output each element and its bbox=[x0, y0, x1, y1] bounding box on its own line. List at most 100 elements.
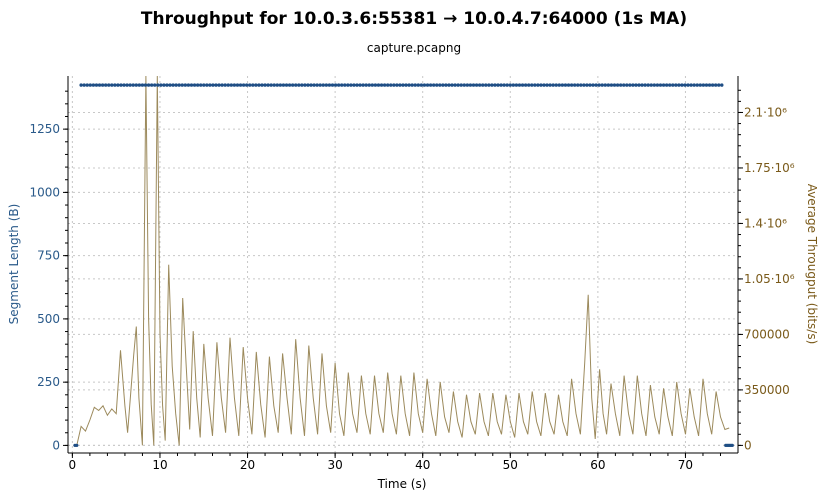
segment-point bbox=[336, 83, 341, 87]
segment-point bbox=[248, 83, 252, 87]
segment-point bbox=[180, 83, 184, 87]
segment-point bbox=[576, 83, 580, 87]
segment-point bbox=[557, 83, 562, 87]
segment-point bbox=[318, 83, 322, 87]
segment-point bbox=[146, 83, 151, 87]
segment-point bbox=[655, 83, 660, 87]
y-left-axis-label: Segment Length (B) bbox=[7, 204, 21, 325]
y-left-tick-label: 1000 bbox=[29, 185, 60, 199]
segment-point bbox=[186, 83, 191, 87]
segment-point bbox=[125, 83, 129, 87]
segment-point bbox=[707, 83, 712, 87]
segment-point bbox=[652, 83, 657, 87]
segment-point bbox=[110, 83, 114, 87]
segment-point bbox=[628, 83, 632, 87]
y-right-tick-label: 700000 bbox=[744, 327, 790, 341]
x-tick-label: 10 bbox=[152, 458, 167, 472]
y-left-tick-label: 0 bbox=[52, 438, 60, 452]
segment-point bbox=[116, 83, 120, 87]
segment-point bbox=[609, 83, 614, 87]
chart-subtitle: capture.pcapng bbox=[367, 41, 461, 55]
segment-point bbox=[241, 83, 246, 87]
segment-point bbox=[401, 83, 405, 87]
segment-point bbox=[692, 83, 696, 87]
segment-point bbox=[622, 83, 626, 87]
x-tick-label: 0 bbox=[69, 458, 77, 472]
segment-point bbox=[554, 83, 558, 87]
segment-point bbox=[493, 83, 497, 87]
y-right-tick-label: 0 bbox=[744, 438, 752, 452]
segment-point bbox=[75, 443, 79, 448]
segment-point bbox=[119, 83, 123, 87]
segment-point bbox=[444, 83, 448, 87]
x-tick-label: 60 bbox=[590, 458, 605, 472]
segment-point bbox=[431, 83, 436, 87]
segment-point bbox=[480, 83, 485, 87]
segment-point bbox=[637, 83, 641, 87]
segment-point bbox=[333, 83, 338, 87]
segment-point bbox=[477, 83, 482, 87]
segment-point bbox=[661, 83, 666, 87]
segment-point bbox=[701, 83, 706, 87]
segment-point bbox=[674, 83, 678, 87]
segment-point bbox=[251, 83, 255, 87]
segment-point bbox=[545, 83, 549, 87]
segment-point bbox=[603, 83, 608, 87]
segment-point bbox=[143, 83, 148, 87]
segment-point bbox=[413, 83, 417, 87]
segment-point bbox=[376, 83, 381, 87]
segment-point bbox=[254, 83, 258, 87]
segment-point bbox=[226, 83, 230, 87]
segment-point bbox=[542, 83, 546, 87]
segment-point bbox=[269, 83, 273, 87]
segment-point bbox=[382, 83, 387, 87]
segment-point bbox=[367, 83, 371, 87]
segment-point bbox=[297, 83, 301, 87]
segment-point bbox=[618, 83, 623, 87]
segment-point bbox=[91, 83, 96, 87]
segment-point bbox=[352, 83, 356, 87]
segment-point bbox=[677, 83, 681, 87]
segment-point bbox=[404, 83, 408, 87]
segment-point bbox=[643, 83, 647, 87]
segment-point bbox=[94, 83, 99, 87]
segment-point bbox=[88, 83, 93, 87]
series-layer bbox=[73, 75, 734, 448]
segment-point bbox=[591, 83, 595, 87]
segment-point bbox=[453, 83, 457, 87]
segment-point bbox=[177, 83, 181, 87]
segment-point bbox=[211, 83, 215, 87]
segment-point bbox=[306, 83, 310, 87]
segment-point bbox=[162, 83, 166, 87]
segment-point bbox=[208, 83, 212, 87]
segment-point bbox=[523, 83, 528, 87]
segment-point bbox=[330, 83, 335, 87]
segment-point bbox=[122, 83, 126, 87]
segment-point bbox=[566, 83, 571, 87]
segment-point bbox=[680, 83, 684, 87]
segment-point bbox=[272, 83, 276, 87]
segment-point bbox=[450, 83, 454, 87]
segment-point bbox=[238, 83, 243, 87]
segment-point bbox=[214, 83, 218, 87]
segment-point bbox=[358, 83, 362, 87]
segment-point bbox=[606, 83, 611, 87]
segment-point bbox=[220, 83, 224, 87]
segment-point bbox=[530, 83, 534, 87]
segment-point bbox=[658, 83, 663, 87]
segment-point bbox=[490, 83, 494, 87]
segment-point bbox=[612, 83, 617, 87]
segment-point bbox=[416, 83, 421, 87]
segment-point bbox=[594, 83, 598, 87]
segment-point bbox=[217, 83, 221, 87]
segment-point bbox=[600, 83, 604, 87]
segment-point bbox=[585, 83, 589, 87]
segment-point bbox=[425, 83, 430, 87]
segment-point bbox=[202, 83, 206, 87]
segment-point bbox=[410, 83, 414, 87]
segment-point bbox=[514, 83, 519, 87]
x-tick-label: 30 bbox=[327, 458, 342, 472]
segment-point bbox=[634, 83, 638, 87]
segment-point bbox=[195, 83, 200, 87]
segment-point bbox=[551, 83, 555, 87]
